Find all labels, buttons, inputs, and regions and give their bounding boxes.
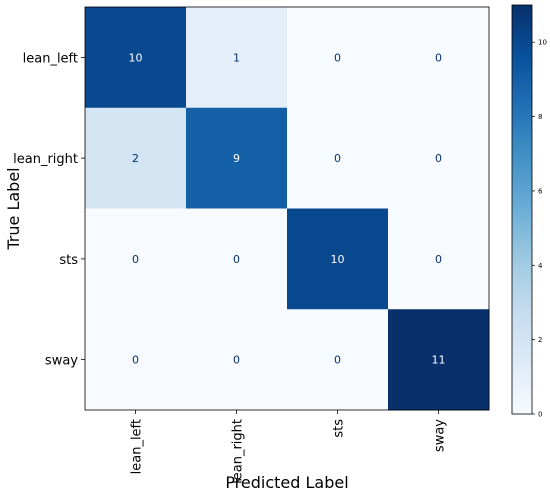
- heatmap-cell: [287, 309, 389, 411]
- x-axis-ticks: lean_left lean_right sts sway: [130, 410, 448, 484]
- y-axis-title: True Label: [4, 167, 23, 250]
- heatmap-cell: [287, 107, 389, 209]
- x-axis-title: Predicted Label: [225, 473, 348, 492]
- cell-value-label: 9: [233, 152, 240, 165]
- heatmap-cells: [85, 7, 490, 411]
- cell-value-label: 0: [334, 51, 341, 64]
- cell-value-label: 0: [132, 253, 139, 266]
- colorbar-tick-label: 2: [538, 336, 542, 344]
- heatmap-cell-labels: 10 1 0 02 9 0 00 0 10 00 0 0 11: [129, 51, 446, 366]
- cell-value-label: 11: [432, 354, 446, 367]
- cell-value-label: 0: [435, 152, 442, 165]
- heatmap-cell: [85, 309, 187, 411]
- colorbar-ticks: 0 2 4 6 8 10: [532, 39, 547, 419]
- heatmap-cell: [186, 7, 288, 109]
- heatmap-cell: [186, 208, 288, 310]
- cell-value-label: 1: [233, 51, 240, 64]
- colorbar-tick-label: 6: [538, 187, 543, 195]
- cell-value-label: 0: [334, 354, 341, 367]
- heatmap-cell: [388, 309, 490, 411]
- cell-value-label: 10: [129, 51, 143, 64]
- x-tick-label: sway: [433, 419, 448, 452]
- cell-value-label: 0: [233, 253, 240, 266]
- cell-value-label: 0: [132, 354, 139, 367]
- heatmap-cell: [85, 208, 187, 310]
- y-tick-label: lean_left: [23, 51, 78, 66]
- x-tick-label: sts: [332, 419, 347, 438]
- heatmap-cell: [85, 7, 187, 109]
- heatmap-cell: [287, 208, 389, 310]
- cell-value-label: 10: [331, 253, 345, 266]
- colorbar-tick-label: 4: [538, 262, 543, 270]
- heatmap-cell: [186, 107, 288, 209]
- heatmap-cell: [85, 107, 187, 209]
- cell-value-label: 0: [334, 152, 341, 165]
- x-tick-label: lean_left: [130, 419, 145, 474]
- plot-frame: [84, 6, 490, 411]
- y-tick-label: sway: [45, 354, 78, 369]
- heatmap-cell: [388, 7, 490, 109]
- colorbar-tick-label: 10: [538, 39, 547, 47]
- y-tick-label: sts: [59, 253, 78, 268]
- heatmap-cell: [388, 208, 490, 310]
- colorbar-tick-label: 0: [538, 411, 542, 419]
- heatmap-cell: [287, 7, 389, 109]
- y-tick-label: lean_right: [13, 152, 78, 167]
- colorbar-tick-label: 8: [538, 113, 542, 121]
- cell-value-label: 0: [435, 253, 442, 266]
- heatmap-cell: [388, 107, 490, 209]
- x-tick-label: lean_right: [231, 419, 246, 484]
- colorbar: [511, 4, 533, 415]
- cell-value-label: 0: [435, 51, 442, 64]
- cell-value-label: 2: [132, 152, 139, 165]
- cell-value-label: 0: [233, 354, 240, 367]
- heatmap-cell: [186, 309, 288, 411]
